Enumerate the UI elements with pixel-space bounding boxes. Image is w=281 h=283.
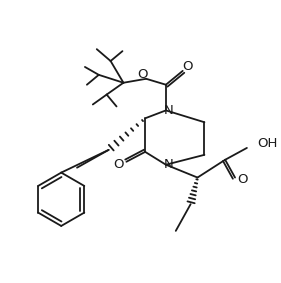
Text: O: O <box>238 173 248 186</box>
Text: O: O <box>137 68 148 81</box>
Text: OH: OH <box>257 138 277 151</box>
Text: O: O <box>113 158 124 171</box>
Text: N: N <box>164 158 174 171</box>
Text: N: N <box>164 104 174 117</box>
Text: O: O <box>182 61 193 74</box>
